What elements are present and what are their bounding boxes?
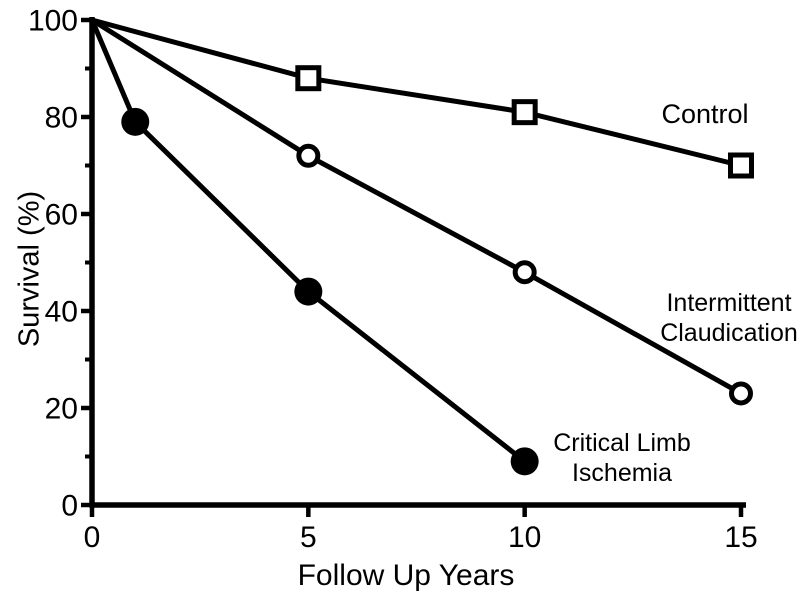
x-axis-tick-label: 0 (84, 521, 101, 554)
x-axis-tick-label: 5 (300, 521, 317, 554)
y-axis-tick-label: 80 (45, 102, 78, 135)
y-axis-title: Survival (%) (13, 190, 46, 348)
marker-filled-circle-critical-limb-ischemia (121, 107, 150, 136)
y-axis-tick-label: 0 (61, 490, 78, 523)
marker-open-square-control (295, 65, 322, 92)
x-axis-title: Follow Up Years (297, 559, 515, 592)
series-label-intermittent-claudication-line1: Intermittent (666, 289, 792, 317)
marker-open-circle-intermittent-claudication (729, 381, 753, 406)
y-axis-tick-label: 60 (45, 199, 78, 232)
series-label-control-text: Control (661, 98, 749, 129)
marker-open-circle-intermittent-claudication (512, 260, 537, 285)
y-axis-tick-label: 20 (45, 393, 78, 426)
series-label-critical-limb-ischemia-line2: Ischemia (571, 459, 673, 487)
marker-open-circle-intermittent-claudication (296, 143, 321, 168)
series-line-critical-limb-ischemia (89, 19, 527, 464)
marker-open-square-control (728, 152, 754, 179)
y-axis-tick-label: 40 (45, 296, 78, 329)
series-label-control: Control (661, 98, 748, 130)
series-label-critical-limb-ischemia: Critical Limb Ischemia (553, 428, 691, 488)
series-label-intermittent-claudication-line2: Claudication (660, 319, 798, 347)
x-axis-tick-label: 10 (508, 521, 541, 554)
series-label-critical-limb-ischemia-line1: Critical Limb (553, 429, 691, 457)
marker-filled-circle-critical-limb-ischemia (510, 447, 539, 476)
series-line-control (91, 17, 742, 168)
y-axis-tick-label: 100 (28, 5, 78, 38)
series-label-intermittent-claudication: Intermittent Claudication (660, 288, 798, 348)
x-axis-tick-label: 15 (724, 521, 757, 554)
marker-filled-circle-critical-limb-ischemia (294, 277, 323, 306)
marker-open-square-control (511, 99, 538, 126)
series-line-intermittent-claudication (90, 17, 743, 396)
